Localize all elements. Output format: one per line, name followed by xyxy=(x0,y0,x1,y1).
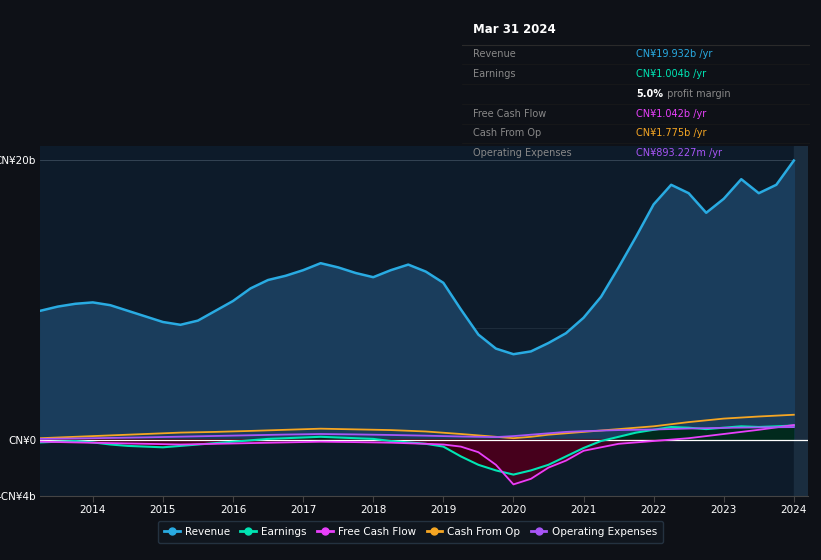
Text: Mar 31 2024: Mar 31 2024 xyxy=(473,24,556,36)
Text: Free Cash Flow: Free Cash Flow xyxy=(473,109,546,119)
Text: 5.0%: 5.0% xyxy=(636,89,663,99)
Text: profit margin: profit margin xyxy=(664,89,731,99)
Text: Cash From Op: Cash From Op xyxy=(473,128,541,138)
Text: CN¥1.775b /yr: CN¥1.775b /yr xyxy=(636,128,707,138)
Bar xyxy=(794,146,808,496)
Legend: Revenue, Earnings, Free Cash Flow, Cash From Op, Operating Expenses: Revenue, Earnings, Free Cash Flow, Cash … xyxy=(158,521,663,543)
Text: CN¥1.042b /yr: CN¥1.042b /yr xyxy=(636,109,707,119)
Text: CN¥893.227m /yr: CN¥893.227m /yr xyxy=(636,148,722,158)
Text: CN¥19.932b /yr: CN¥19.932b /yr xyxy=(636,49,713,59)
Text: Revenue: Revenue xyxy=(473,49,516,59)
Text: CN¥1.004b /yr: CN¥1.004b /yr xyxy=(636,69,706,79)
Text: Operating Expenses: Operating Expenses xyxy=(473,148,571,158)
Text: Earnings: Earnings xyxy=(473,69,515,79)
